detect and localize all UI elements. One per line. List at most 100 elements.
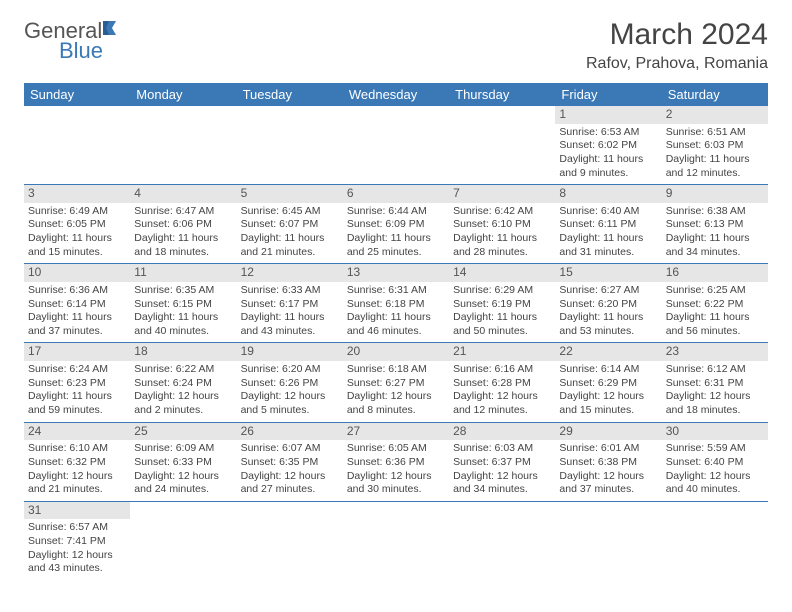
- daylight-text: Daylight: 11 hours and 56 minutes.: [666, 311, 764, 338]
- calendar-cell: [555, 501, 661, 580]
- calendar-cell: [130, 106, 236, 185]
- sunset-text: Sunset: 6:33 PM: [134, 456, 232, 470]
- sunset-text: Sunset: 6:10 PM: [453, 218, 551, 232]
- day-number: 7: [449, 185, 555, 203]
- daylight-text: Daylight: 12 hours and 5 minutes.: [241, 390, 339, 417]
- sunrise-text: Sunrise: 6:31 AM: [347, 284, 445, 298]
- sunset-text: Sunset: 6:03 PM: [666, 139, 764, 153]
- sunset-text: Sunset: 6:05 PM: [28, 218, 126, 232]
- day-number: 11: [130, 264, 236, 282]
- sunset-text: Sunset: 6:14 PM: [28, 298, 126, 312]
- calendar-cell: 11Sunrise: 6:35 AMSunset: 6:15 PMDayligh…: [130, 264, 236, 343]
- sunset-text: Sunset: 6:20 PM: [559, 298, 657, 312]
- day-number: 5: [237, 185, 343, 203]
- day-number: 25: [130, 423, 236, 441]
- day-number: 17: [24, 343, 130, 361]
- calendar-body: 1Sunrise: 6:53 AMSunset: 6:02 PMDaylight…: [24, 106, 768, 580]
- title-block: March 2024 Rafov, Prahova, Romania: [586, 18, 768, 73]
- sunset-text: Sunset: 6:40 PM: [666, 456, 764, 470]
- calendar-row: 3Sunrise: 6:49 AMSunset: 6:05 PMDaylight…: [24, 185, 768, 264]
- calendar-cell: [237, 501, 343, 580]
- daylight-text: Daylight: 11 hours and 34 minutes.: [666, 232, 764, 259]
- day-number: 28: [449, 423, 555, 441]
- weekday-header: Wednesday: [343, 83, 449, 106]
- calendar-cell: 28Sunrise: 6:03 AMSunset: 6:37 PMDayligh…: [449, 422, 555, 501]
- sunrise-text: Sunrise: 6:09 AM: [134, 442, 232, 456]
- day-number: 20: [343, 343, 449, 361]
- sunset-text: Sunset: 6:38 PM: [559, 456, 657, 470]
- sunset-text: Sunset: 6:09 PM: [347, 218, 445, 232]
- sunrise-text: Sunrise: 6:33 AM: [241, 284, 339, 298]
- calendar-cell: 13Sunrise: 6:31 AMSunset: 6:18 PMDayligh…: [343, 264, 449, 343]
- day-number: 4: [130, 185, 236, 203]
- sunrise-text: Sunrise: 6:29 AM: [453, 284, 551, 298]
- sunrise-text: Sunrise: 6:51 AM: [666, 126, 764, 140]
- sunrise-text: Sunrise: 6:42 AM: [453, 205, 551, 219]
- sunrise-text: Sunrise: 6:53 AM: [559, 126, 657, 140]
- sunset-text: Sunset: 6:36 PM: [347, 456, 445, 470]
- daylight-text: Daylight: 11 hours and 37 minutes.: [28, 311, 126, 338]
- calendar-cell: 19Sunrise: 6:20 AMSunset: 6:26 PMDayligh…: [237, 343, 343, 422]
- calendar-row: 1Sunrise: 6:53 AMSunset: 6:02 PMDaylight…: [24, 106, 768, 185]
- daylight-text: Daylight: 12 hours and 2 minutes.: [134, 390, 232, 417]
- sunrise-text: Sunrise: 6:36 AM: [28, 284, 126, 298]
- calendar-cell: 31Sunrise: 6:57 AMSunset: 7:41 PMDayligh…: [24, 501, 130, 580]
- sunset-text: Sunset: 6:18 PM: [347, 298, 445, 312]
- daylight-text: Daylight: 11 hours and 53 minutes.: [559, 311, 657, 338]
- day-number: 8: [555, 185, 661, 203]
- daylight-text: Daylight: 11 hours and 59 minutes.: [28, 390, 126, 417]
- daylight-text: Daylight: 12 hours and 12 minutes.: [453, 390, 551, 417]
- day-number: 12: [237, 264, 343, 282]
- daylight-text: Daylight: 11 hours and 25 minutes.: [347, 232, 445, 259]
- calendar-cell: 26Sunrise: 6:07 AMSunset: 6:35 PMDayligh…: [237, 422, 343, 501]
- daylight-text: Daylight: 12 hours and 27 minutes.: [241, 470, 339, 497]
- day-number: 2: [662, 106, 768, 124]
- daylight-text: Daylight: 11 hours and 40 minutes.: [134, 311, 232, 338]
- daylight-text: Daylight: 11 hours and 43 minutes.: [241, 311, 339, 338]
- calendar-cell: 18Sunrise: 6:22 AMSunset: 6:24 PMDayligh…: [130, 343, 236, 422]
- calendar-cell: 8Sunrise: 6:40 AMSunset: 6:11 PMDaylight…: [555, 185, 661, 264]
- daylight-text: Daylight: 12 hours and 30 minutes.: [347, 470, 445, 497]
- calendar-cell: [449, 501, 555, 580]
- calendar-cell: 16Sunrise: 6:25 AMSunset: 6:22 PMDayligh…: [662, 264, 768, 343]
- weekday-header: Tuesday: [237, 83, 343, 106]
- day-number: 27: [343, 423, 449, 441]
- sunrise-text: Sunrise: 6:20 AM: [241, 363, 339, 377]
- sunset-text: Sunset: 6:26 PM: [241, 377, 339, 391]
- sunset-text: Sunset: 6:23 PM: [28, 377, 126, 391]
- day-number: 3: [24, 185, 130, 203]
- sunrise-text: Sunrise: 6:03 AM: [453, 442, 551, 456]
- daylight-text: Daylight: 12 hours and 18 minutes.: [666, 390, 764, 417]
- sunrise-text: Sunrise: 6:14 AM: [559, 363, 657, 377]
- weekday-header: Saturday: [662, 83, 768, 106]
- daylight-text: Daylight: 12 hours and 21 minutes.: [28, 470, 126, 497]
- day-number: 31: [24, 502, 130, 520]
- calendar-cell: [24, 106, 130, 185]
- day-number: 16: [662, 264, 768, 282]
- sunrise-text: Sunrise: 6:10 AM: [28, 442, 126, 456]
- calendar-cell: [662, 501, 768, 580]
- daylight-text: Daylight: 11 hours and 12 minutes.: [666, 153, 764, 180]
- day-number: 1: [555, 106, 661, 124]
- day-number: 14: [449, 264, 555, 282]
- calendar-cell: 20Sunrise: 6:18 AMSunset: 6:27 PMDayligh…: [343, 343, 449, 422]
- calendar-cell: 3Sunrise: 6:49 AMSunset: 6:05 PMDaylight…: [24, 185, 130, 264]
- daylight-text: Daylight: 12 hours and 37 minutes.: [559, 470, 657, 497]
- location: Rafov, Prahova, Romania: [586, 55, 768, 73]
- daylight-text: Daylight: 11 hours and 28 minutes.: [453, 232, 551, 259]
- day-number: 26: [237, 423, 343, 441]
- sunset-text: Sunset: 6:06 PM: [134, 218, 232, 232]
- calendar-cell: 14Sunrise: 6:29 AMSunset: 6:19 PMDayligh…: [449, 264, 555, 343]
- day-number: 6: [343, 185, 449, 203]
- sunset-text: Sunset: 6:22 PM: [666, 298, 764, 312]
- weekday-header: Sunday: [24, 83, 130, 106]
- calendar-cell: 17Sunrise: 6:24 AMSunset: 6:23 PMDayligh…: [24, 343, 130, 422]
- day-number: 13: [343, 264, 449, 282]
- sunset-text: Sunset: 6:24 PM: [134, 377, 232, 391]
- calendar-row: 24Sunrise: 6:10 AMSunset: 6:32 PMDayligh…: [24, 422, 768, 501]
- sunset-text: Sunset: 6:17 PM: [241, 298, 339, 312]
- calendar-cell: [237, 106, 343, 185]
- calendar-cell: [449, 106, 555, 185]
- sunset-text: Sunset: 6:19 PM: [453, 298, 551, 312]
- sunrise-text: Sunrise: 6:07 AM: [241, 442, 339, 456]
